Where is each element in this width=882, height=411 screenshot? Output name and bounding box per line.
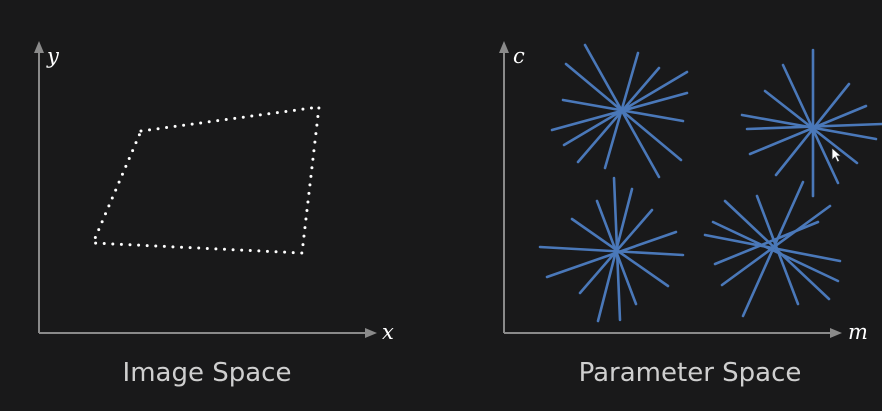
line-bundle-ray	[538, 245, 685, 257]
parameter-space-x-arrowhead	[830, 328, 842, 338]
line-bundle-ray	[545, 230, 678, 279]
line-bundle-bottom-right	[703, 180, 842, 318]
parameter-space-y-arrowhead	[499, 41, 509, 53]
line-bundle-bottom-left	[538, 176, 685, 323]
line-bundle-ray	[713, 220, 820, 266]
line-bundle-ray	[564, 62, 683, 162]
image-space-x-label: x	[382, 320, 394, 344]
line-bundle-ray	[596, 187, 634, 323]
line-bundle-ray	[741, 180, 805, 318]
parameter-space-panel: c m	[499, 41, 882, 388]
line-bundle-ray	[774, 82, 851, 177]
line-bundle-ray	[781, 63, 840, 185]
line-bundle-ray	[711, 220, 840, 283]
parameter-space-x-label: m	[848, 320, 868, 344]
image-space-x-arrowhead	[365, 328, 377, 338]
dotted-quadrilateral	[90, 105, 321, 255]
image-space-y-label: y	[46, 44, 60, 68]
image-space-panel: y x Image Space	[34, 41, 394, 388]
mouse-pointer-icon	[831, 147, 843, 163]
parameter-space-y-label: c	[513, 44, 525, 68]
line-bundle-ray	[748, 104, 868, 156]
line-bundle-top-right	[740, 48, 882, 198]
image-space-caption: Image Space	[123, 358, 292, 388]
line-bundle-ray	[603, 51, 640, 170]
line-bundle-top-left	[550, 43, 689, 179]
image-space-y-arrowhead	[34, 41, 44, 53]
image-space-axes	[34, 41, 377, 338]
parameter-space-axes	[499, 41, 842, 338]
parameter-space-caption: Parameter Space	[579, 358, 802, 388]
line-bundle-ray	[576, 66, 661, 164]
line-bundle-ray	[755, 194, 800, 306]
